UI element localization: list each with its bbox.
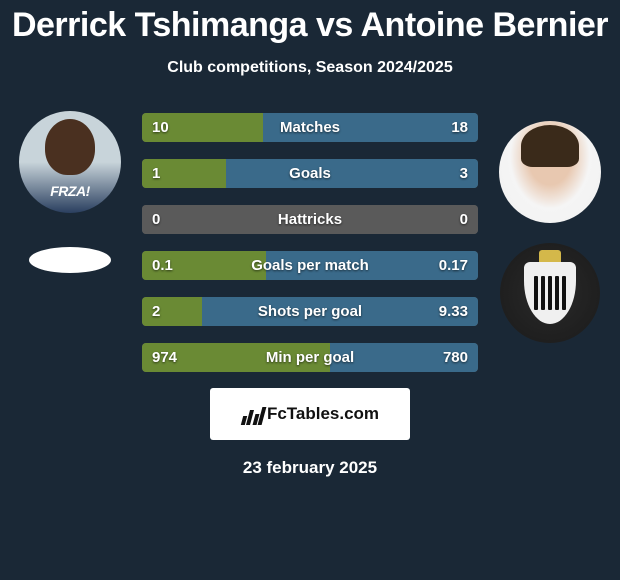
shield-icon <box>524 262 576 324</box>
stat-value-right: 9.33 <box>439 297 468 326</box>
subtitle: Club competitions, Season 2024/2025 <box>10 59 610 77</box>
brand-badge: FcTables.com <box>210 388 410 440</box>
stat-label: Shots per goal <box>142 297 478 326</box>
stat-label: Hattricks <box>142 205 478 234</box>
right-side <box>490 111 610 343</box>
main-row: 10Matches18 1Goals3 0Hattricks0 0.1Goals pe… <box>10 111 610 372</box>
date-text: 23 february 2025 <box>10 458 610 478</box>
left-side <box>10 111 130 273</box>
stripes-icon <box>534 276 566 310</box>
stat-bar: 0.1Goals per match0.17 <box>142 251 478 280</box>
player-left-club-logo <box>29 247 111 273</box>
stat-bar: 10Matches18 <box>142 113 478 142</box>
stat-label: Goals <box>142 159 478 188</box>
player-right-avatar <box>499 121 601 223</box>
stat-bar: 1Goals3 <box>142 159 478 188</box>
stats-bars: 10Matches18 1Goals3 0Hattricks0 0.1Goals pe… <box>130 111 490 372</box>
stat-label: Matches <box>142 113 478 142</box>
stat-label: Min per goal <box>142 343 478 372</box>
stat-bar: 2Shots per goal9.33 <box>142 297 478 326</box>
player-left-avatar <box>19 111 121 213</box>
stat-value-right: 0 <box>460 205 468 234</box>
infographic-root: Derrick Tshimanga vs Antoine Bernier Clu… <box>0 0 620 478</box>
stat-label: Goals per match <box>142 251 478 280</box>
stat-value-right: 3 <box>460 159 468 188</box>
stat-bar: 0Hattricks0 <box>142 205 478 234</box>
player-right-club-logo <box>500 243 600 343</box>
stat-value-right: 0.17 <box>439 251 468 280</box>
stat-value-right: 780 <box>443 343 468 372</box>
stat-bar: 974Min per goal780 <box>142 343 478 372</box>
brand-text: FcTables.com <box>267 404 379 424</box>
stat-value-right: 18 <box>451 113 468 142</box>
brand-icon <box>241 403 263 425</box>
title: Derrick Tshimanga vs Antoine Bernier <box>10 0 610 45</box>
